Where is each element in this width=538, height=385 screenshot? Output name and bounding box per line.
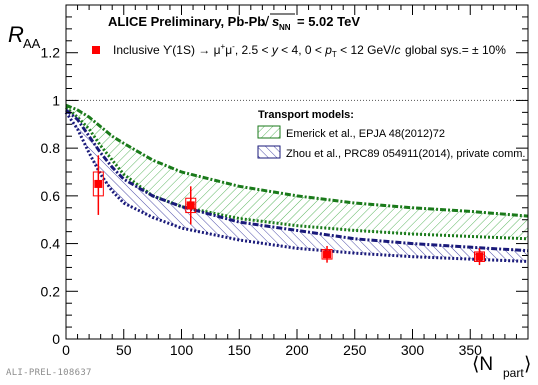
legend-entry-data: Inclusive ϒ(1S) → μ+μ-, 2.5 < y < 4, 0 <… — [113, 42, 401, 59]
x-tick-label-2: 100 — [170, 342, 194, 358]
legend-swatch-emerick — [257, 125, 281, 139]
legend-title: Transport models: — [258, 109, 354, 121]
chart-title: ALICE Preliminary, Pb-Pb — [108, 14, 265, 29]
preliminary-id: ALI-PREL-108637 — [6, 368, 92, 378]
x-tick-label-6: 300 — [401, 342, 425, 358]
y-tick-label-3: 0.6 — [41, 188, 61, 204]
svg-text:⟨N: ⟨N — [472, 354, 493, 375]
svg-text:AA: AA — [23, 36, 41, 51]
sys-box-2 — [321, 249, 333, 260]
y-axis-title: R AA — [8, 22, 41, 51]
svg-text:s: s — [272, 14, 279, 29]
energy-label: √ s NN = 5.02 TeV — [262, 13, 360, 32]
svg-text:R: R — [8, 22, 24, 47]
model-upper-0 — [65, 103, 529, 218]
svg-text:Inclusive ϒ(1S) → μ+μ-, 2.5 <: Inclusive ϒ(1S) → μ+μ-, 2.5 < y < 4, 0 <… — [113, 42, 401, 59]
x-tick-label-7: 350 — [459, 342, 483, 358]
legend-marker-data — [92, 46, 100, 54]
svg-text:NN: NN — [279, 23, 291, 32]
svg-text:= 5.02 TeV: = 5.02 TeV — [297, 14, 360, 29]
y-tick-label-1: 0.2 — [41, 283, 61, 299]
x-tick-label-4: 200 — [285, 342, 309, 358]
svg-text:part: part — [503, 366, 524, 380]
x-tick-label-3: 150 — [228, 342, 252, 358]
sys-box-1 — [185, 197, 197, 214]
legend-label-emerick: Emerick et al., EPJA 48(2012)72 — [286, 128, 445, 140]
model-upper-1 — [65, 108, 529, 253]
y-tick-label-4: 0.8 — [41, 140, 61, 156]
y-tick-label-0: 0 — [52, 331, 60, 347]
svg-text:√: √ — [262, 14, 270, 29]
y-tick-label-2: 0.4 — [41, 236, 61, 252]
x-tick-label-1: 50 — [116, 342, 132, 358]
model-band-0 — [66, 105, 528, 239]
x-axis-title: ⟨N part ⟩ — [472, 354, 531, 380]
legend-swatch-zhou — [257, 145, 281, 159]
y-tick-label-6: 1.2 — [41, 45, 61, 61]
model-band-1 — [66, 109, 528, 262]
sys-box-3 — [473, 251, 485, 262]
x-tick-label-5: 250 — [343, 342, 367, 358]
data-point-0 — [94, 179, 103, 188]
sys-box-0 — [92, 171, 104, 197]
y-tick-label-5: 1 — [52, 92, 60, 108]
svg-text:⟩: ⟩ — [524, 354, 531, 375]
data-point-1 — [186, 201, 195, 210]
data-point-2 — [323, 250, 332, 259]
x-tick-label-0: 0 — [62, 342, 70, 358]
global-sys: global sys.= ± 10% — [405, 43, 506, 57]
data-point-3 — [475, 252, 484, 261]
legend-label-zhou: Zhou et al., PRC89 054911(2014), private… — [286, 148, 525, 160]
